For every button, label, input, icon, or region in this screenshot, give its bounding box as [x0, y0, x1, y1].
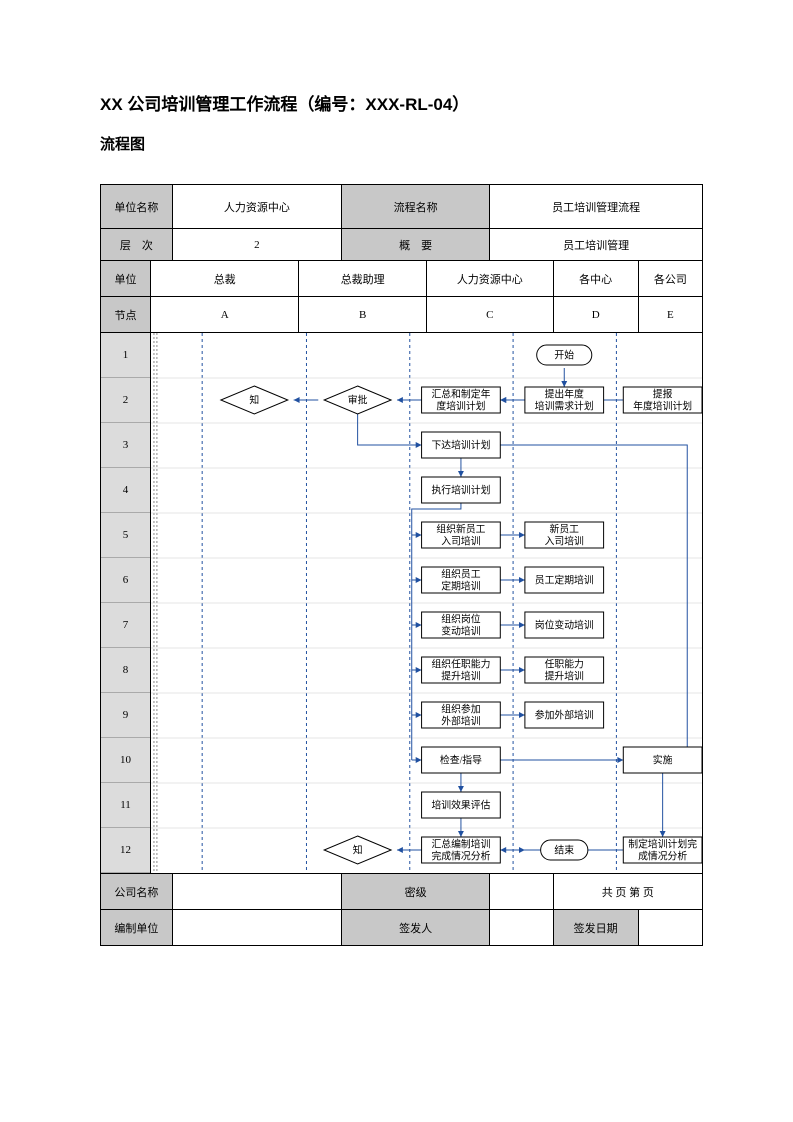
svg-text:下达培训计划: 下达培训计划 — [431, 438, 490, 451]
level-label: 层 次 — [101, 229, 173, 261]
svg-text:组织岗位: 组织岗位 — [441, 612, 480, 625]
svg-text:制定培训计划完: 制定培训计划完 — [628, 837, 697, 850]
step-label: 10 — [101, 738, 150, 783]
page-subtitle: 流程图 — [100, 133, 703, 154]
step-label: 2 — [101, 378, 150, 423]
code-e: E — [638, 297, 702, 333]
svg-text:组织任职能力: 组织任职能力 — [431, 657, 490, 670]
svg-text:汇总和制定年: 汇总和制定年 — [431, 387, 490, 400]
svg-text:检查/指导: 检查/指导 — [440, 753, 482, 766]
lane-c: 人力资源中心 — [426, 261, 553, 297]
lane-a: 总裁 — [151, 261, 299, 297]
svg-text:组织参加: 组织参加 — [441, 702, 480, 715]
page-label: 共 页 第 页 — [553, 874, 702, 910]
svg-text:入司培训: 入司培训 — [545, 534, 584, 547]
svg-text:汇总编制培训: 汇总编制培训 — [431, 837, 490, 850]
step-label: 7 — [101, 603, 150, 648]
svg-text:培训需求计划: 培训需求计划 — [535, 399, 594, 412]
summary-value: 员工培训管理 — [490, 229, 703, 261]
step-label: 4 — [101, 468, 150, 513]
svg-text:提升培训: 提升培训 — [545, 669, 584, 682]
signer-label: 签发人 — [341, 910, 489, 946]
page-title: XX 公司培训管理工作流程（编号：XXX-RL-04） — [100, 90, 703, 115]
process-table: 单位名称 人力资源中心 流程名称 员工培训管理流程 层 次 2 概 要 员工培训… — [100, 184, 703, 946]
step-label: 9 — [101, 693, 150, 738]
svg-text:度培训计划: 度培训计划 — [436, 399, 485, 412]
svg-text:成情况分析: 成情况分析 — [638, 849, 687, 862]
svg-text:提报: 提报 — [653, 387, 673, 400]
svg-text:参加外部培训: 参加外部培训 — [535, 708, 594, 721]
svg-text:实施: 实施 — [653, 753, 673, 766]
svg-text:任职能力: 任职能力 — [545, 657, 584, 670]
svg-text:审批: 审批 — [348, 393, 368, 406]
code-a: A — [151, 297, 299, 333]
code-b: B — [299, 297, 427, 333]
flowchart-canvas: 开始提出年度培训需求计划提报年度培训计划汇总和制定年度培训计划审批知下达培训计划… — [151, 333, 702, 873]
step-label: 8 — [101, 648, 150, 693]
process-name-value: 员工培训管理流程 — [490, 185, 703, 229]
svg-text:入司培训: 入司培训 — [441, 534, 480, 547]
svg-text:新员工: 新员工 — [550, 522, 580, 535]
lane-d: 各中心 — [553, 261, 638, 297]
compile-label: 编制单位 — [101, 910, 173, 946]
svg-text:年度培训计划: 年度培训计划 — [633, 399, 692, 412]
lane-b: 总裁助理 — [299, 261, 427, 297]
svg-text:员工定期培训: 员工定期培训 — [535, 573, 594, 586]
step-label: 11 — [101, 783, 150, 828]
date-label: 签发日期 — [553, 910, 638, 946]
svg-text:结束: 结束 — [554, 843, 574, 856]
svg-text:组织员工: 组织员工 — [441, 567, 480, 580]
node-row-label: 节点 — [101, 297, 151, 333]
code-d: D — [553, 297, 638, 333]
svg-text:定期培训: 定期培训 — [441, 579, 480, 592]
svg-text:知: 知 — [353, 843, 363, 856]
step-label: 1 — [101, 333, 150, 378]
step-label: 12 — [101, 828, 150, 873]
svg-text:提出年度: 提出年度 — [545, 387, 584, 400]
lane-e: 各公司 — [638, 261, 702, 297]
svg-text:提升培训: 提升培训 — [441, 669, 480, 682]
code-c: C — [426, 297, 553, 333]
process-name-label: 流程名称 — [341, 185, 489, 229]
svg-text:岗位变动培训: 岗位变动培训 — [535, 618, 594, 631]
step-label: 6 — [101, 558, 150, 603]
svg-text:执行培训计划: 执行培训计划 — [431, 483, 490, 496]
svg-text:变动培训: 变动培训 — [441, 624, 480, 637]
secret-label: 密级 — [341, 874, 489, 910]
unit-name-value: 人力资源中心 — [172, 185, 341, 229]
step-label: 3 — [101, 423, 150, 468]
unit-row-label: 单位 — [101, 261, 151, 297]
step-label: 5 — [101, 513, 150, 558]
summary-label: 概 要 — [341, 229, 489, 261]
svg-text:组织新员工: 组织新员工 — [436, 522, 485, 535]
unit-name-label: 单位名称 — [101, 185, 173, 229]
company-label: 公司名称 — [101, 874, 173, 910]
svg-text:外部培训: 外部培训 — [441, 714, 480, 727]
svg-text:开始: 开始 — [554, 348, 574, 361]
svg-text:知: 知 — [249, 393, 259, 406]
level-value: 2 — [172, 229, 341, 261]
svg-text:完成情况分析: 完成情况分析 — [431, 849, 490, 862]
svg-text:培训效果评估: 培训效果评估 — [431, 798, 490, 811]
